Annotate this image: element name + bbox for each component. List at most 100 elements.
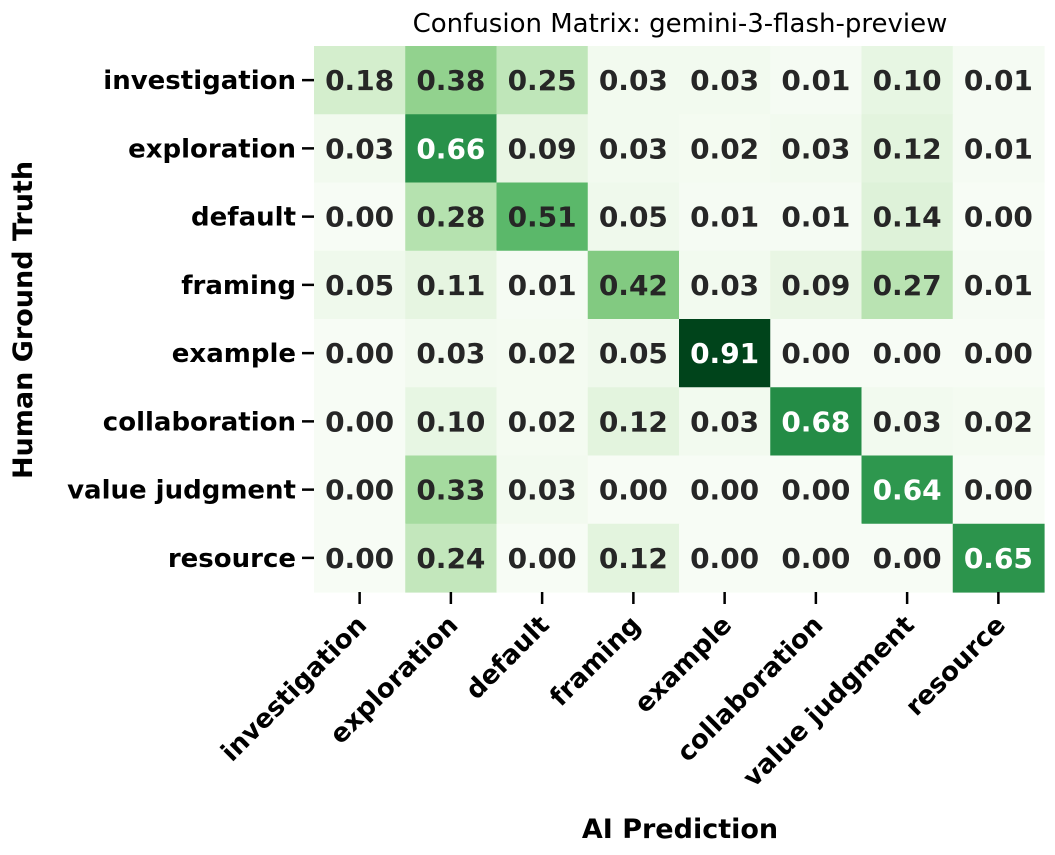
heatmap-cell-2-6 xyxy=(861,182,954,252)
heatmap-cell-7-0 xyxy=(314,523,406,593)
cell-value-label: 0.42 xyxy=(599,269,668,302)
cell-value-label: 0.00 xyxy=(781,542,850,575)
cell-value-label: 0.24 xyxy=(416,542,485,575)
cell-value-label: 0.00 xyxy=(781,474,850,507)
heatmap-cell-1-1 xyxy=(405,114,498,184)
cell-value-label: 0.00 xyxy=(325,405,394,438)
heatmap-cell-2-2 xyxy=(496,182,589,252)
heatmap-cell-4-2 xyxy=(496,319,589,388)
heatmap-cell-3-4 xyxy=(679,250,771,320)
cell-value-label: 0.91 xyxy=(690,337,759,370)
heatmap-cell-7-5 xyxy=(770,523,863,593)
heatmap-cell-5-1 xyxy=(405,387,498,457)
heatmap-cell-5-0 xyxy=(314,387,406,457)
heatmap-cell-5-6 xyxy=(861,387,954,457)
cell-value-label: 0.00 xyxy=(873,337,942,370)
cell-value-label: 0.00 xyxy=(964,337,1033,370)
cell-value-label: 0.03 xyxy=(781,132,850,165)
cell-value-label: 0.51 xyxy=(508,201,577,234)
cell-value-label: 0.33 xyxy=(416,474,485,507)
y-axis-label: Human Ground Truth xyxy=(8,161,39,479)
cell-value-label: 0.05 xyxy=(599,201,668,234)
cell-value-label: 0.14 xyxy=(873,201,942,234)
heatmap-cell-6-1 xyxy=(405,455,498,525)
heatmap-cell-3-1 xyxy=(405,250,498,320)
x-tick-label: default xyxy=(460,610,555,705)
y-tick-label: resource xyxy=(168,544,296,574)
cell-value-label: 0.18 xyxy=(325,64,394,97)
cell-value-label: 0.02 xyxy=(964,405,1033,438)
cell-value-label: 0.00 xyxy=(325,201,394,234)
cell-value-label: 0.01 xyxy=(964,269,1033,302)
heatmap-cell-3-0 xyxy=(314,250,406,320)
heatmap-cell-3-3 xyxy=(587,250,680,320)
y-tick-label: value judgment xyxy=(67,476,296,506)
heatmap-cell-1-0 xyxy=(314,114,406,184)
cell-value-label: 0.03 xyxy=(325,132,394,165)
heatmap-cell-3-5 xyxy=(770,250,863,320)
heatmap-cell-2-1 xyxy=(405,182,498,252)
heatmap-cell-5-4 xyxy=(679,387,771,457)
heatmap-cell-3-6 xyxy=(861,250,954,320)
cell-value-label: 0.10 xyxy=(416,405,485,438)
heatmap-cell-7-4 xyxy=(679,523,771,593)
cell-value-label: 0.01 xyxy=(781,64,850,97)
cell-value-label: 0.05 xyxy=(599,337,668,370)
heatmap-cell-4-4 xyxy=(679,319,771,388)
heatmap-cell-4-7 xyxy=(952,319,1045,388)
heatmap-cell-0-5 xyxy=(770,46,863,115)
heatmap-cell-1-5 xyxy=(770,114,863,184)
cell-value-label: 0.00 xyxy=(964,201,1033,234)
cell-value-label: 0.12 xyxy=(599,405,668,438)
heatmap-cell-1-4 xyxy=(679,114,771,184)
heatmap-cell-4-0 xyxy=(314,319,406,388)
y-tick-label: exploration xyxy=(128,134,296,164)
heatmap-cell-7-3 xyxy=(587,523,680,593)
cell-value-label: 0.38 xyxy=(416,64,485,97)
heatmap-cell-3-7 xyxy=(952,250,1045,320)
cell-value-label: 0.03 xyxy=(508,474,577,507)
cell-value-label: 0.01 xyxy=(781,201,850,234)
y-tick-label: investigation xyxy=(103,66,296,96)
heatmap-cell-4-1 xyxy=(405,319,498,388)
heatmap-cell-1-6 xyxy=(861,114,954,184)
cell-value-label: 0.02 xyxy=(690,132,759,165)
heatmap-cell-4-3 xyxy=(587,319,680,388)
heatmap-cell-0-3 xyxy=(587,46,680,115)
heatmap-cell-6-0 xyxy=(314,455,406,525)
cell-value-label: 0.01 xyxy=(964,64,1033,97)
cell-value-label: 0.00 xyxy=(599,474,668,507)
cell-value-label: 0.65 xyxy=(964,542,1033,575)
heatmap-cell-1-7 xyxy=(952,114,1045,184)
heatmap-cell-0-2 xyxy=(496,46,589,115)
cell-value-label: 0.02 xyxy=(508,337,577,370)
heatmap-cell-6-3 xyxy=(587,455,680,525)
cell-value-label: 0.12 xyxy=(599,542,668,575)
cell-value-label: 0.03 xyxy=(690,64,759,97)
y-tick-label: default xyxy=(191,203,296,233)
heatmap-cell-5-7 xyxy=(952,387,1045,457)
x-tick-label: resource xyxy=(900,610,1012,722)
cell-value-label: 0.03 xyxy=(690,269,759,302)
heatmap-cell-4-5 xyxy=(770,319,863,388)
chart-title: Confusion Matrix: gemini-3-flash-preview xyxy=(413,9,948,39)
cell-value-label: 0.12 xyxy=(873,132,942,165)
cell-value-label: 0.00 xyxy=(781,337,850,370)
heatmap-cell-7-1 xyxy=(405,523,498,593)
cell-value-label: 0.00 xyxy=(690,474,759,507)
heatmap-cell-6-6 xyxy=(861,455,954,525)
heatmap-cell-6-5 xyxy=(770,455,863,525)
heatmap-cells: 0.18 0.38 0.25 0.03 0.03 0.01 0.10 0.01 0.03 0.66… xyxy=(314,46,1045,593)
heatmap-cell-6-2 xyxy=(496,455,589,525)
cell-value-label: 0.00 xyxy=(873,542,942,575)
cell-value-label: 0.09 xyxy=(781,269,850,302)
heatmap-cell-4-6 xyxy=(861,319,954,388)
y-tick-label: collaboration xyxy=(103,407,296,437)
heatmap-cell-5-3 xyxy=(587,387,680,457)
cell-value-label: 0.11 xyxy=(416,269,485,302)
cell-value-label: 0.00 xyxy=(508,542,577,575)
cell-value-label: 0.01 xyxy=(690,201,759,234)
heatmap-cell-2-3 xyxy=(587,182,680,252)
cell-value-label: 0.03 xyxy=(599,64,668,97)
heatmap-cell-0-1 xyxy=(405,46,498,115)
